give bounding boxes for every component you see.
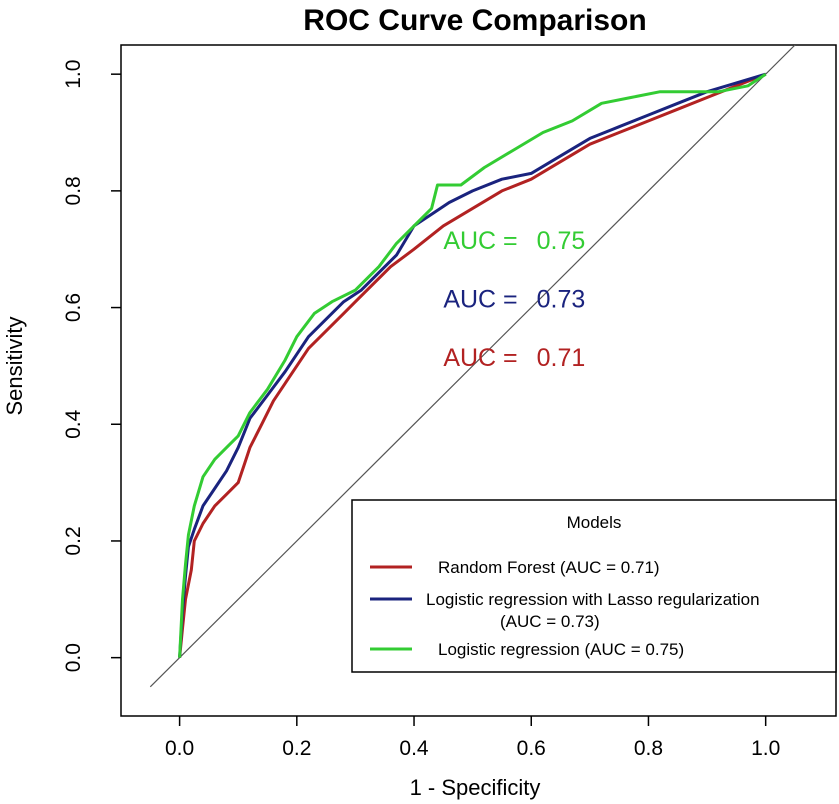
- plot-border: [120, 44, 837, 717]
- y-tick-label: 0.4: [62, 409, 85, 439]
- x-tick-label: 0.2: [282, 737, 311, 760]
- auc-annotation-value: 0.71: [537, 344, 586, 372]
- y-tick-label: 0.6: [62, 293, 85, 322]
- series-group: [178, 72, 767, 658]
- reference-diagonal-line: [149, 45, 796, 688]
- y-tick-label: 1.0: [62, 60, 85, 89]
- auc-annotation: AUC = 0.71: [443, 344, 585, 372]
- y-tick-label: 0.8: [62, 176, 85, 205]
- series-line-logistic-regression-with-lasso-regularization: [178, 72, 767, 658]
- auc-annotation-label: AUC =: [443, 227, 524, 255]
- x-tick-label: 1.0: [751, 737, 780, 760]
- legend-entry-label: (AUC = 0.73): [500, 612, 600, 631]
- x-tick-label: 0.4: [399, 737, 429, 760]
- y-tick-label: 0.2: [62, 526, 85, 555]
- legend-entry-label: Logistic regression with Lasso regulariz…: [426, 590, 760, 609]
- legend-box: [351, 499, 837, 673]
- chart-title: ROC Curve Comparison: [303, 4, 646, 37]
- auc-annotation-value: 0.73: [537, 286, 586, 314]
- plot-frame: [120, 44, 837, 717]
- x-axis: 0.0 0.2 0.4 0.6 0.8 1.0: [165, 716, 780, 760]
- auc-annotation-label: AUC =: [443, 344, 524, 372]
- auc-annotation-value: 0.75: [537, 227, 586, 255]
- x-tick-label: 0.8: [634, 737, 663, 760]
- auc-annotation: AUC = 0.73: [443, 286, 585, 314]
- legend: Models Random Forest (AUC = 0.71) Logistic…: [351, 499, 837, 673]
- auc-annotation-label: AUC =: [443, 286, 524, 314]
- x-tick-label: 0.0: [165, 737, 194, 760]
- x-tick-label: 0.6: [517, 737, 546, 760]
- y-axis-label: Sensitivity: [2, 316, 27, 415]
- x-axis-label: 1 - Specificity: [410, 775, 541, 800]
- legend-entry-label: Logistic regression (AUC = 0.75): [438, 640, 684, 659]
- legend-title: Models: [567, 513, 622, 532]
- y-axis: 0.0 0.2 0.4 0.6 0.8 1.0: [62, 60, 121, 672]
- series-line-random-forest: [178, 72, 767, 658]
- auc-annotation: AUC = 0.75: [443, 227, 585, 255]
- y-tick-label: 0.0: [62, 643, 85, 672]
- series-line-logistic-regression: [178, 72, 767, 658]
- legend-entry-label: Random Forest (AUC = 0.71): [438, 558, 660, 577]
